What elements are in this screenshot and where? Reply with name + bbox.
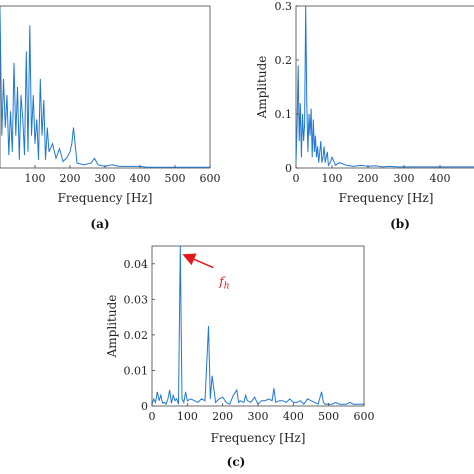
chart-b-x-tick-label: 0	[293, 172, 300, 185]
chart-a-x-tick-label: 400	[130, 172, 151, 185]
chart-b-x-tick-label: 400	[430, 172, 451, 185]
chart-b-y-ticks: 0 0.1 0.2 0.3	[275, 0, 299, 175]
chart-a-x-tick-label: 100	[25, 172, 46, 185]
chart-b-x-label: Frequency [Hz]	[339, 191, 434, 205]
chart-b-x-tick-label: 300	[394, 172, 415, 185]
chart-c-y-tick-label: 0.01	[124, 364, 149, 377]
chart-c-y-tick-label: 0.04	[124, 258, 149, 271]
chart-c-annotation-label: fh	[218, 275, 229, 292]
chart-a-panel-label: (a)	[90, 217, 109, 231]
chart-c-y-tick-label: 0.02	[124, 329, 149, 342]
chart-b-y-label: Amplitude	[255, 56, 269, 120]
chart-c-series-line	[151, 245, 364, 406]
chart-a-x-tick-label: 300	[95, 172, 116, 185]
chart-b-y-tick-label: 0	[285, 162, 292, 175]
chart-c-y-tick-label: 0	[141, 400, 148, 413]
chart-c-x-ticks: 0 100 200 300 400 500 600	[149, 403, 375, 423]
chart-b-x-tick-label: 200	[358, 172, 379, 185]
chart-a-x-tick-label: 600	[200, 172, 221, 185]
chart-b-plot-frame	[295, 5, 474, 169]
chart-c-y-ticks: 0 0.01 0.02 0.03 0.04	[124, 258, 155, 413]
chart-a: 100 200 300 400 500 600 Frequency [Hz] (a)	[0, 5, 221, 231]
chart-a-x-tick-label: 200	[60, 172, 81, 185]
chart-c-y-tick-label: 0.03	[124, 293, 149, 306]
chart-c-plot-frame	[151, 245, 365, 407]
chart-c-x-tick-label: 100	[177, 410, 198, 423]
chart-c-annotation-arrow	[182, 253, 214, 269]
chart-c-x-tick-label: 400	[283, 410, 304, 423]
chart-b-x-tick-label: 100	[322, 172, 343, 185]
chart-a-series-line	[0, 9, 210, 168]
chart-a-x-label: Frequency [Hz]	[58, 191, 153, 205]
chart-c-x-tick-label: 600	[354, 410, 375, 423]
chart-b-y-tick-label: 0.1	[275, 108, 293, 121]
chart-c-panel-label: (c)	[227, 455, 246, 469]
chart-c-x-tick-label: 500	[318, 410, 339, 423]
chart-c-annotation-subscript: h	[224, 282, 230, 292]
chart-c-annotation-main: f	[218, 275, 226, 289]
chart-c-x-tick-label: 0	[149, 410, 156, 423]
chart-c-x-label: Frequency [Hz]	[211, 431, 306, 445]
chart-b-series-line	[295, 5, 474, 168]
chart-a-x-ticks: 100 200 300 400 500 600	[25, 165, 221, 185]
chart-b-panel-label: (b)	[390, 217, 410, 231]
chart-a-plot-frame	[0, 5, 211, 169]
chart-c-y-label: Amplitude	[105, 295, 119, 359]
chart-c-x-tick-label: 300	[248, 410, 269, 423]
chart-b-y-tick-label: 0.3	[275, 0, 293, 13]
chart-b-y-tick-label: 0.2	[275, 54, 293, 67]
chart-a-x-tick-label: 500	[165, 172, 186, 185]
chart-c-x-tick-label: 200	[212, 410, 233, 423]
chart-c: 0 100 200 300 400 500 600 0 0.01 0.02 0.03 0.04 Am…	[105, 245, 375, 469]
